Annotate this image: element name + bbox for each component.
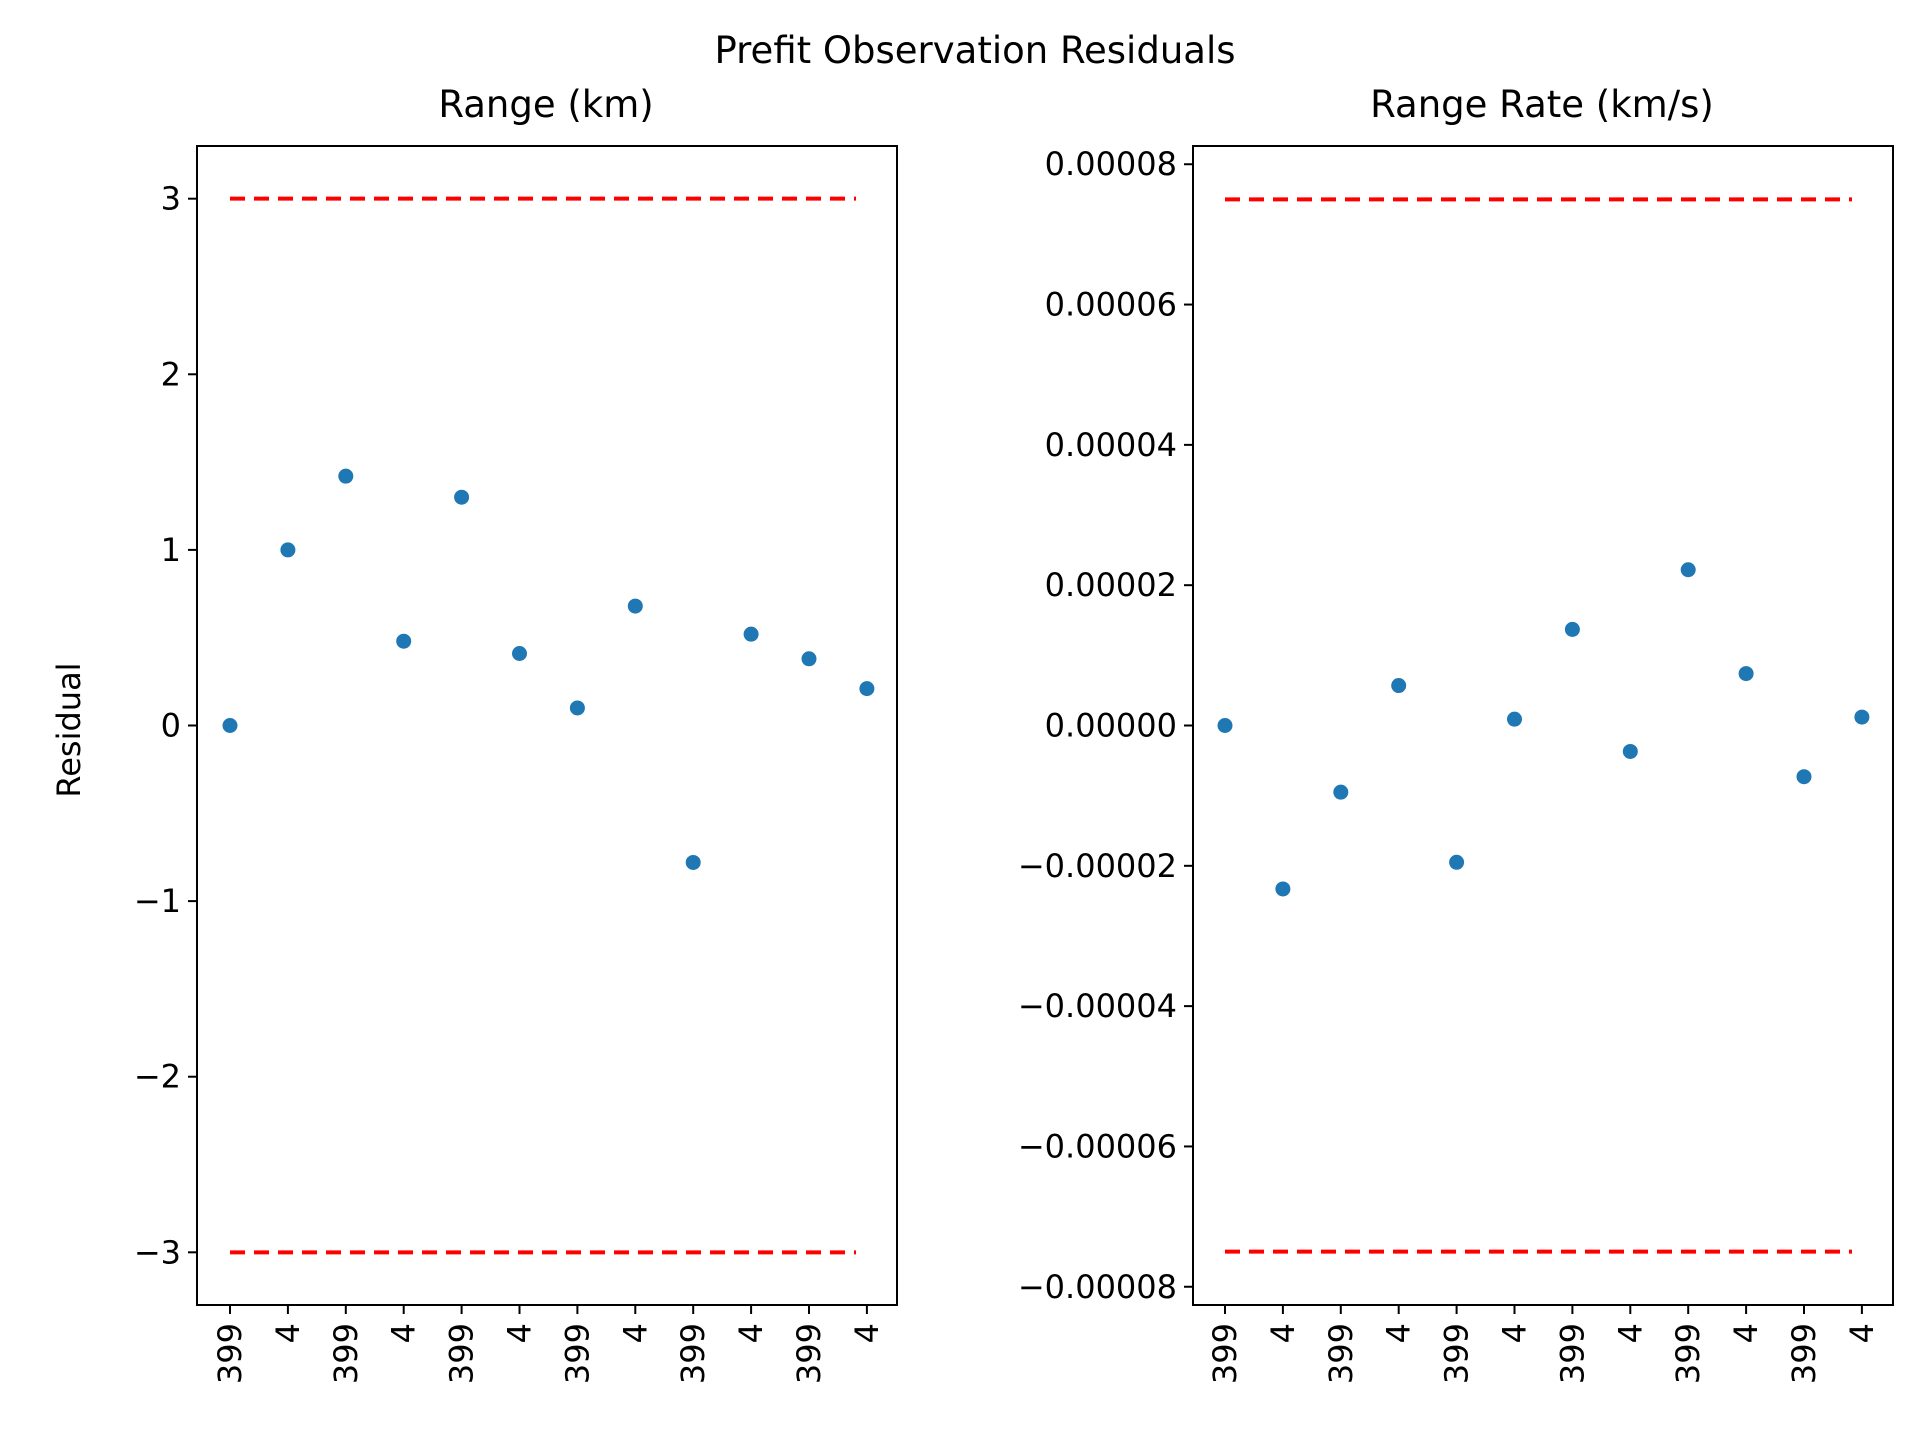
data-point bbox=[396, 633, 412, 649]
x-tick-label: 399 bbox=[790, 1323, 828, 1384]
data-point bbox=[1680, 562, 1696, 578]
y-tick-label: 0.00002 bbox=[1045, 566, 1177, 604]
x-tick-label: 4 bbox=[1843, 1323, 1881, 1343]
subplot-title-range-rate: Range Rate (km/s) bbox=[1370, 83, 1714, 126]
x-tick-label: 4 bbox=[616, 1323, 654, 1343]
y-tick-label: −0.00002 bbox=[1018, 847, 1177, 885]
y-tick-label: 0.00008 bbox=[1045, 145, 1177, 183]
y-tick-label: −2 bbox=[134, 1058, 181, 1096]
data-point bbox=[1507, 711, 1522, 727]
data-point bbox=[338, 468, 354, 484]
data-point bbox=[1854, 709, 1870, 725]
x-tick-label: 399 bbox=[1785, 1323, 1823, 1384]
y-tick-label: −0.00004 bbox=[1018, 987, 1177, 1025]
x-tick-label: 399 bbox=[1438, 1323, 1476, 1384]
x-tick-label: 4 bbox=[385, 1323, 423, 1343]
data-point bbox=[454, 489, 470, 505]
subplot-title-range: Range (km) bbox=[438, 83, 653, 126]
data-point bbox=[1391, 678, 1407, 694]
y-tick-label: 0.00004 bbox=[1045, 426, 1177, 464]
data-point bbox=[1217, 718, 1233, 733]
x-tick-label: 399 bbox=[558, 1323, 596, 1384]
data-point bbox=[1622, 743, 1638, 759]
data-point bbox=[569, 700, 585, 716]
range-rate-subplot: Range Rate (km/s) 0.00008 0.00006 0.00004 0… bbox=[1018, 83, 1894, 1384]
data-point bbox=[859, 681, 875, 697]
data-point bbox=[801, 651, 817, 667]
y-axis-label: Residual bbox=[50, 662, 88, 797]
y-tick-label: 0 bbox=[161, 707, 181, 745]
x-tick-label: 399 bbox=[211, 1323, 249, 1384]
data-point bbox=[1275, 881, 1291, 897]
data-point bbox=[627, 598, 643, 614]
data-point bbox=[512, 646, 527, 662]
data-point bbox=[222, 718, 238, 733]
data-point bbox=[1796, 769, 1812, 785]
y-tick-label: −0.00008 bbox=[1018, 1268, 1177, 1306]
y-tick-label: 1 bbox=[161, 531, 181, 569]
x-tick-label: 4 bbox=[732, 1323, 770, 1343]
x-tick-label: 399 bbox=[443, 1323, 481, 1384]
y-tick-label: −3 bbox=[134, 1233, 181, 1271]
x-tick-label: 399 bbox=[1206, 1323, 1244, 1384]
figure-suptitle: Prefit Observation Residuals bbox=[715, 29, 1236, 72]
data-point bbox=[1738, 666, 1754, 682]
x-tick-label: 4 bbox=[1496, 1323, 1534, 1343]
y-tick-label: 3 bbox=[161, 180, 181, 218]
data-point bbox=[743, 626, 759, 642]
x-tick-label: 399 bbox=[327, 1323, 365, 1384]
x-tick-label: 4 bbox=[1264, 1323, 1302, 1343]
y-tick-label: −1 bbox=[134, 882, 181, 920]
y-tick-label: 0.00000 bbox=[1045, 707, 1177, 745]
range-subplot: Range (km) 3 2 1 0 −1 −2 −3 399 4 399 4 399 4 399 4 399… bbox=[134, 83, 898, 1384]
data-point bbox=[685, 854, 701, 870]
y-tick-label: −0.00006 bbox=[1018, 1127, 1177, 1165]
x-tick-label: 4 bbox=[269, 1323, 307, 1343]
y-tick-label: 2 bbox=[161, 355, 181, 393]
x-tick-label: 399 bbox=[1553, 1323, 1591, 1384]
data-point bbox=[1564, 621, 1580, 637]
data-point bbox=[1449, 854, 1465, 870]
x-tick-label: 4 bbox=[501, 1323, 539, 1343]
x-tick-label: 399 bbox=[1669, 1323, 1707, 1384]
x-tick-label: 4 bbox=[1611, 1323, 1649, 1343]
x-tick-label: 4 bbox=[1380, 1323, 1418, 1343]
data-point bbox=[280, 542, 296, 558]
x-tick-label: 4 bbox=[1727, 1323, 1765, 1343]
x-tick-label: 399 bbox=[1322, 1323, 1360, 1384]
data-point bbox=[1333, 784, 1349, 800]
x-tick-label: 4 bbox=[848, 1323, 886, 1343]
y-tick-label: 0.00006 bbox=[1045, 286, 1177, 324]
x-tick-label: 399 bbox=[674, 1323, 712, 1384]
